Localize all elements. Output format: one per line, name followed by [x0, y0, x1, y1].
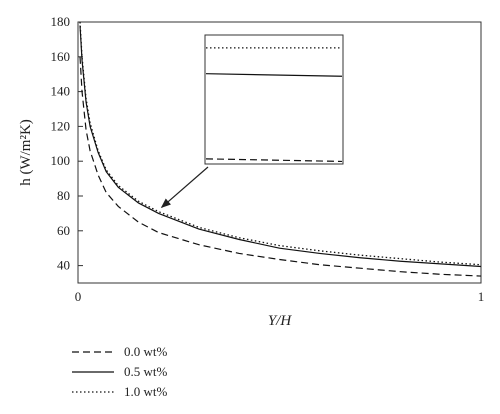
- y-tick-label: 60: [57, 223, 70, 238]
- x-axis-title: Y/H: [268, 313, 293, 329]
- inset-arrow: [160, 166, 209, 209]
- inset-line-1: [205, 73, 343, 77]
- legend-label-1: 0.5 wt%: [124, 364, 168, 379]
- inset-line-2: [205, 158, 343, 163]
- y-tick-label: 140: [51, 84, 71, 99]
- y-axis-title: h (W/m²K): [18, 119, 34, 186]
- series-line-2: [79, 21, 482, 266]
- inset-frame: [204, 34, 344, 165]
- y-tick-label: 160: [51, 49, 71, 64]
- plot-frame: [77, 21, 482, 284]
- y-tick-label: 80: [57, 188, 70, 203]
- legend-label-2: 1.0 wt%: [124, 384, 168, 399]
- legend: 0.0 wt% 0.5 wt% 1.0 wt%: [72, 344, 168, 399]
- y-tick-label: 180: [51, 14, 71, 29]
- inset-zoom: [160, 34, 344, 209]
- y-tick-label: 100: [51, 153, 71, 168]
- axes: 40 60 80 100 120 140 160 180 0 1 Y/H h (W/m²K): [18, 14, 484, 329]
- series-line-0: [79, 56, 482, 277]
- x-tick-label: 1: [478, 289, 485, 304]
- x-tick-label: 0: [75, 289, 82, 304]
- y-tick-label: 40: [57, 258, 70, 273]
- y-tick-label: 120: [51, 118, 71, 133]
- series-layer: [79, 21, 482, 277]
- legend-label-0: 0.0 wt%: [124, 344, 168, 359]
